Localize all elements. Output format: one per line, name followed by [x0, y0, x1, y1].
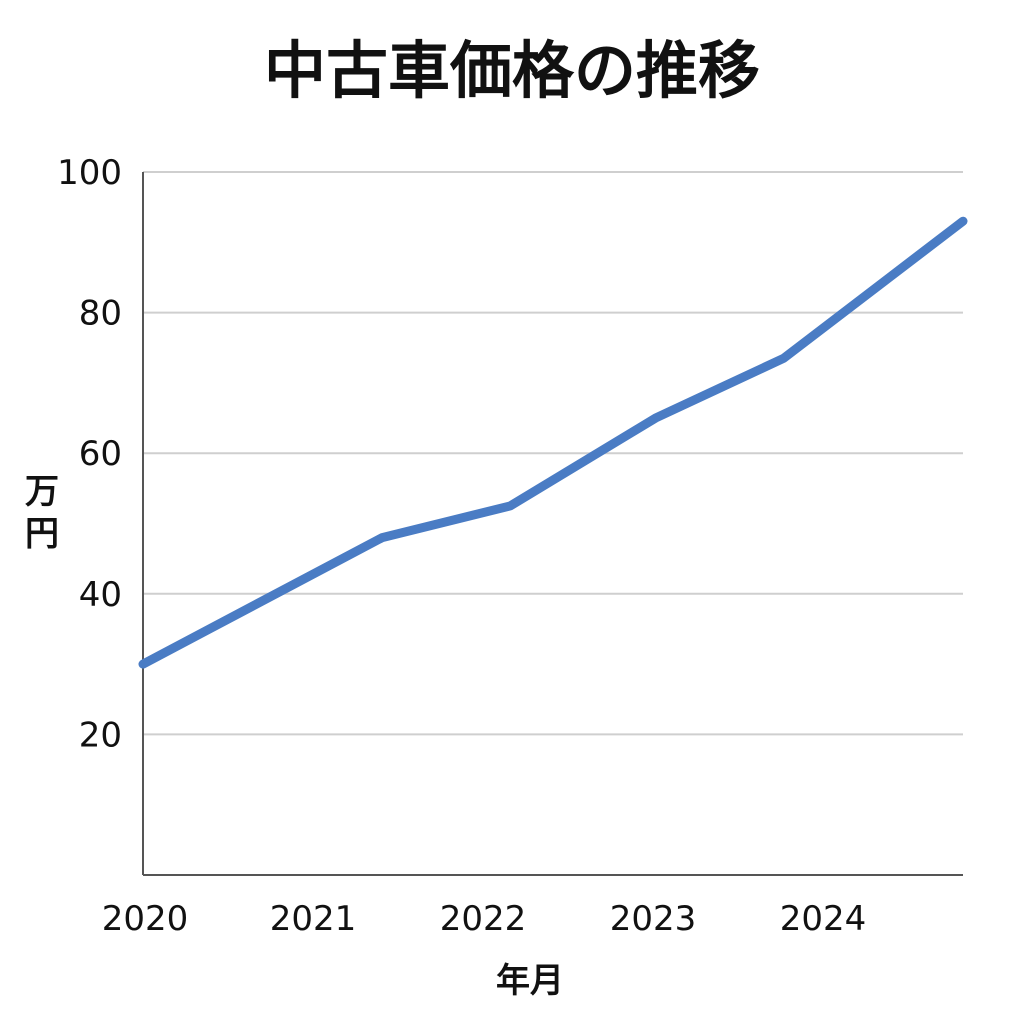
- x-tick-label: 2021: [270, 899, 357, 939]
- y-axis-ticks: 20 40 60 80 100: [57, 153, 122, 755]
- y-tick-label: 60: [79, 434, 122, 474]
- y-axis-title: 万円: [25, 472, 59, 554]
- y-tick-label: 100: [57, 153, 122, 193]
- axes: [142, 172, 963, 876]
- y-tick-label: 40: [79, 575, 122, 615]
- x-tick-label: 2022: [440, 899, 527, 939]
- y-tick-label: 20: [79, 715, 122, 755]
- series-line-0: [138, 216, 968, 669]
- x-tick-label: 2024: [780, 899, 867, 939]
- y-tick-label: 80: [79, 294, 122, 334]
- x-axis-title: 年月: [496, 961, 564, 1001]
- y-axis-title-char: 万: [25, 472, 59, 512]
- series-lines: [138, 216, 968, 669]
- chart-title: 中古車価格の推移: [264, 34, 760, 107]
- x-axis-ticks: 2020 2021 2022 2023 2024: [102, 899, 867, 939]
- x-tick-label: 2020: [102, 899, 189, 939]
- x-tick-label: 2023: [610, 899, 697, 939]
- y-axis-title-char: 円: [25, 514, 59, 554]
- gridlines: [143, 171, 963, 736]
